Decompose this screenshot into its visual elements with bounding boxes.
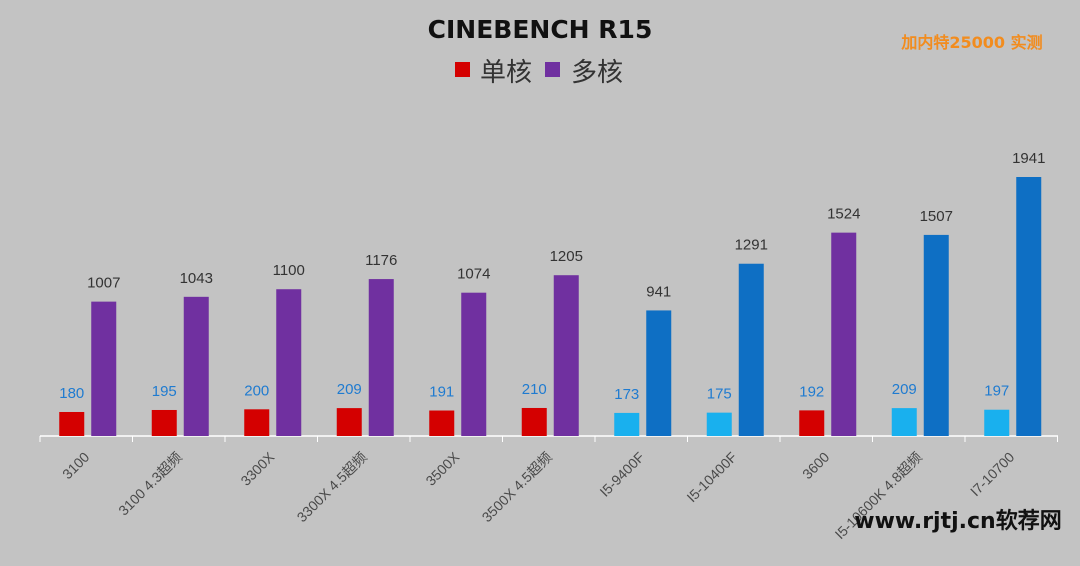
data-label-single-core: 192 [799, 383, 824, 400]
data-label-single-core: 197 [984, 383, 1009, 400]
data-label-multi-core: 1043 [180, 270, 213, 287]
bar-multi-core [183, 296, 209, 436]
bar-multi-core [646, 310, 672, 436]
bar-single-core [799, 410, 825, 436]
chart-title: CINEBENCH R15 [428, 15, 653, 44]
bars [59, 177, 1042, 436]
data-label-multi-core: 1524 [827, 206, 860, 223]
data-label-single-core: 191 [429, 384, 454, 401]
bar-multi-core [923, 234, 949, 436]
x-tick-label: 3100 4.3超频 [115, 449, 185, 519]
legend-swatch-single [455, 62, 470, 77]
x-tick-label: 3600 [799, 449, 832, 482]
bar-single-core [521, 407, 547, 436]
bar-single-core [429, 410, 455, 436]
data-label-multi-core: 1291 [735, 237, 768, 254]
x-tick-label: I5-10400F [683, 449, 739, 505]
bar-single-core [336, 408, 362, 436]
data-label-multi-core: 941 [646, 283, 671, 300]
data-label-multi-core: 1205 [550, 248, 583, 265]
bar-single-core [244, 409, 270, 436]
test-note: 加内特25000 实测 [900, 33, 1042, 52]
data-label-multi-core: 1007 [87, 275, 120, 292]
data-label-multi-core: 1074 [457, 266, 490, 283]
data-label-multi-core: 1100 [273, 262, 305, 279]
legend: 单核 多核 [455, 58, 623, 88]
legend-label-single: 单核 [480, 58, 532, 88]
value-labels: 180 1007 195 1043 200 1100 209 1176 191 1074 210 12… [59, 150, 1045, 403]
data-label-multi-core: 1176 [365, 252, 397, 269]
data-label-single-core: 173 [614, 386, 639, 403]
bar-single-core [614, 412, 640, 436]
data-label-single-core: 209 [337, 381, 362, 398]
legend-label-multi: 多核 [571, 58, 623, 88]
x-tick-label: 3300X [237, 448, 277, 488]
data-label-single-core: 209 [892, 381, 917, 398]
data-label-multi-core: 1941 [1012, 150, 1045, 167]
data-label-multi-core: 1507 [920, 208, 953, 225]
bar-multi-core [1016, 177, 1042, 436]
data-label-single-core: 210 [522, 381, 547, 398]
bar-multi-core [91, 301, 117, 436]
data-label-single-core: 195 [152, 383, 177, 400]
data-label-single-core: 200 [244, 382, 269, 399]
bar-single-core [151, 409, 177, 436]
bar-single-core [706, 412, 732, 436]
bar-single-core [891, 408, 917, 436]
bar-single-core [59, 411, 85, 436]
bar-single-core [984, 409, 1010, 436]
legend-swatch-multi [545, 62, 560, 77]
x-tick-label: I5-9400F [596, 449, 647, 500]
x-tick-label: 3500X [422, 448, 462, 488]
x-axis-ticks [39, 436, 1058, 442]
bar-multi-core [461, 292, 487, 436]
data-label-single-core: 180 [59, 385, 84, 402]
x-tick-label: 3300X 4.5超频 [294, 449, 370, 525]
bar-multi-core [738, 263, 764, 436]
bar-multi-core [276, 289, 302, 436]
data-label-single-core: 175 [707, 386, 732, 403]
bar-multi-core [553, 275, 579, 436]
x-tick-label: 3500X 4.5超频 [479, 449, 555, 525]
x-tick-label: 3100 [59, 449, 92, 482]
bar-multi-core [368, 279, 394, 436]
bar-multi-core [831, 232, 857, 436]
watermark: www.rjtj.cn软荐网 [854, 508, 1061, 534]
x-tick-label: I7-10700 [967, 449, 1018, 500]
